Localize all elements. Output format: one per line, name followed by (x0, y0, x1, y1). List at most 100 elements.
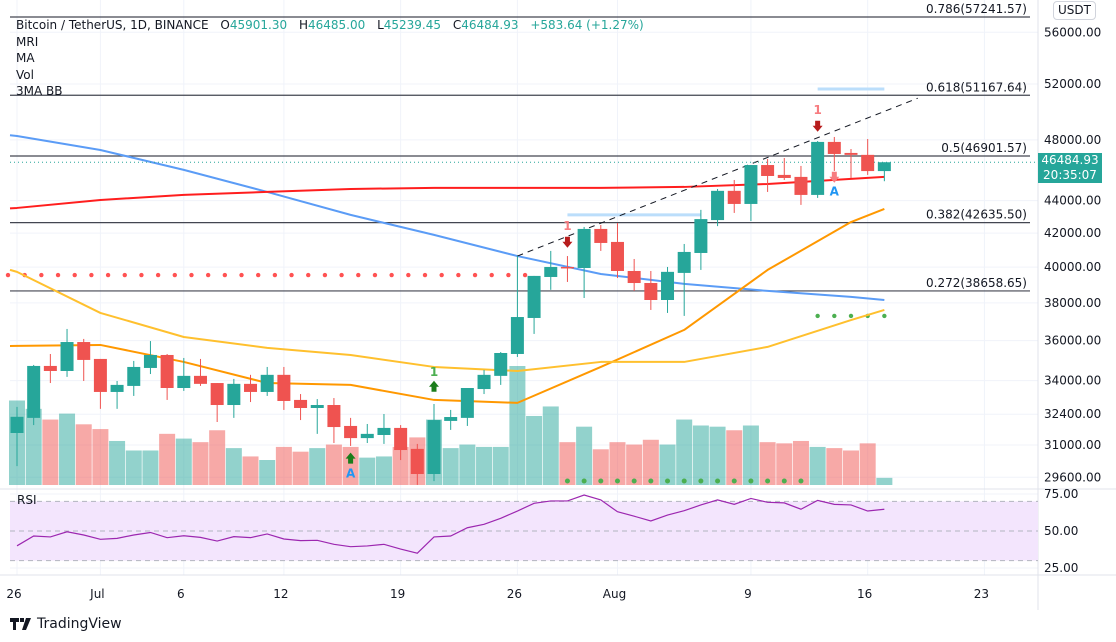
volume-bar (559, 442, 576, 485)
price-tick-label: 34000.00 (1044, 374, 1101, 388)
rsi-tick-label: 25.00 (1044, 561, 1078, 575)
volume-bar (843, 450, 859, 485)
volume-bar (25, 408, 42, 485)
ma-line-yellow (9, 268, 885, 372)
rsi-tick-label: 50.00 (1044, 524, 1078, 538)
volume-bar (242, 456, 259, 485)
signal-label: A (830, 185, 840, 199)
resistance-dot (406, 272, 411, 278)
change-value: +583.64 (+1.27%) (530, 18, 644, 32)
currency-badge[interactable]: USDT (1053, 1, 1096, 20)
volume-bar (859, 443, 876, 485)
resistance-dot (289, 272, 294, 278)
candle-body (277, 374, 291, 401)
price-tick-label: 44000.00 (1044, 194, 1101, 208)
indicator-vol[interactable]: Vol (16, 67, 34, 82)
candle-body (644, 283, 658, 301)
candle-body (327, 405, 341, 428)
sell-arrow-icon (812, 120, 823, 132)
volume-signal-dot (715, 478, 721, 484)
volume-bar (726, 430, 743, 485)
tradingview-logo[interactable]: TradingView (10, 616, 122, 632)
resistance-dot (205, 272, 211, 278)
volume-bar (42, 419, 59, 485)
resistance-dot (506, 272, 511, 278)
price-tick-label: 32400.00 (1044, 407, 1101, 421)
volume-bar (659, 444, 676, 485)
resistance-dot (39, 272, 44, 278)
volume-bar (576, 426, 593, 485)
indicator-ma[interactable]: MA (16, 51, 35, 65)
volume-bar (59, 413, 76, 485)
candle-body (844, 152, 858, 155)
indicator-mri[interactable]: MRI (16, 34, 39, 49)
buy-arrow-icon (345, 452, 356, 464)
brand-name: TradingView (37, 616, 122, 632)
symbol-title[interactable]: Bitcoin / TetherUS, 1D, BINANCE (16, 18, 209, 32)
rsi-title: RSI (17, 493, 37, 507)
volume-bar (259, 460, 276, 485)
support-dot (832, 313, 837, 319)
candle-body (360, 433, 374, 439)
tradingview-logo-icon (10, 618, 31, 630)
price-tick-label: 36000.00 (1044, 334, 1101, 348)
volume-bar (809, 446, 826, 485)
volume-bar (309, 448, 326, 485)
resistance-dot (372, 272, 378, 278)
candle-body (27, 365, 41, 418)
candle-body (10, 416, 24, 433)
candle-body (43, 365, 57, 371)
price-tick-label: 52000.00 (1044, 77, 1101, 91)
candle-body (811, 141, 825, 195)
candle-body (110, 384, 124, 392)
time-tick-label: Aug (603, 587, 626, 601)
resistance-dot (422, 272, 428, 278)
candle-body (477, 374, 491, 390)
ma-line-orange (9, 207, 885, 404)
resistance-dot (72, 272, 77, 278)
volume-bar (175, 438, 192, 485)
candle-body (60, 342, 74, 371)
volume-bar (342, 446, 359, 485)
volume-bar (359, 457, 376, 485)
volume-bar (109, 440, 126, 485)
volume-bar (92, 429, 109, 485)
volume-signal-dot (681, 478, 687, 484)
candle-body (877, 162, 891, 172)
candle-body (244, 383, 258, 392)
resistance-dot (5, 272, 11, 278)
time-tick-label: 16 (857, 587, 872, 601)
low-value: 45239.45 (383, 18, 442, 32)
volume-bar (776, 443, 793, 485)
candle-body (143, 354, 157, 368)
candle-body (627, 270, 641, 284)
candle-body (744, 165, 758, 204)
volume-bar (826, 448, 843, 485)
volume-bar (626, 444, 643, 485)
volume-bar (676, 419, 693, 485)
low-label: L (377, 18, 384, 32)
volume-bar (159, 433, 176, 485)
high-value: 46485.00 (307, 18, 366, 32)
signal-label: 1 (563, 219, 571, 233)
price-tick-label: 31000.00 (1044, 438, 1101, 452)
indicator-3ma-bb[interactable]: 3MA BB (16, 84, 63, 98)
resistance-dot (356, 272, 361, 278)
last-price: 46484.93 (1041, 153, 1099, 167)
volume-bar (459, 444, 476, 485)
signal-label: 1 (813, 103, 821, 117)
sell-arrow-icon (829, 171, 840, 183)
candle-body (377, 427, 391, 435)
candle-body (761, 165, 775, 176)
price-tick-label: 40000.00 (1044, 260, 1101, 274)
price-tick-label: 42000.00 (1044, 226, 1101, 240)
candle-body (827, 141, 841, 154)
resistance-dot (522, 272, 528, 278)
volume-bar (209, 430, 226, 485)
volume-bar (592, 449, 609, 485)
volume-bar (125, 450, 142, 485)
resistance-dot (89, 272, 94, 278)
candle-body (594, 228, 608, 243)
resistance-dot (489, 272, 494, 278)
